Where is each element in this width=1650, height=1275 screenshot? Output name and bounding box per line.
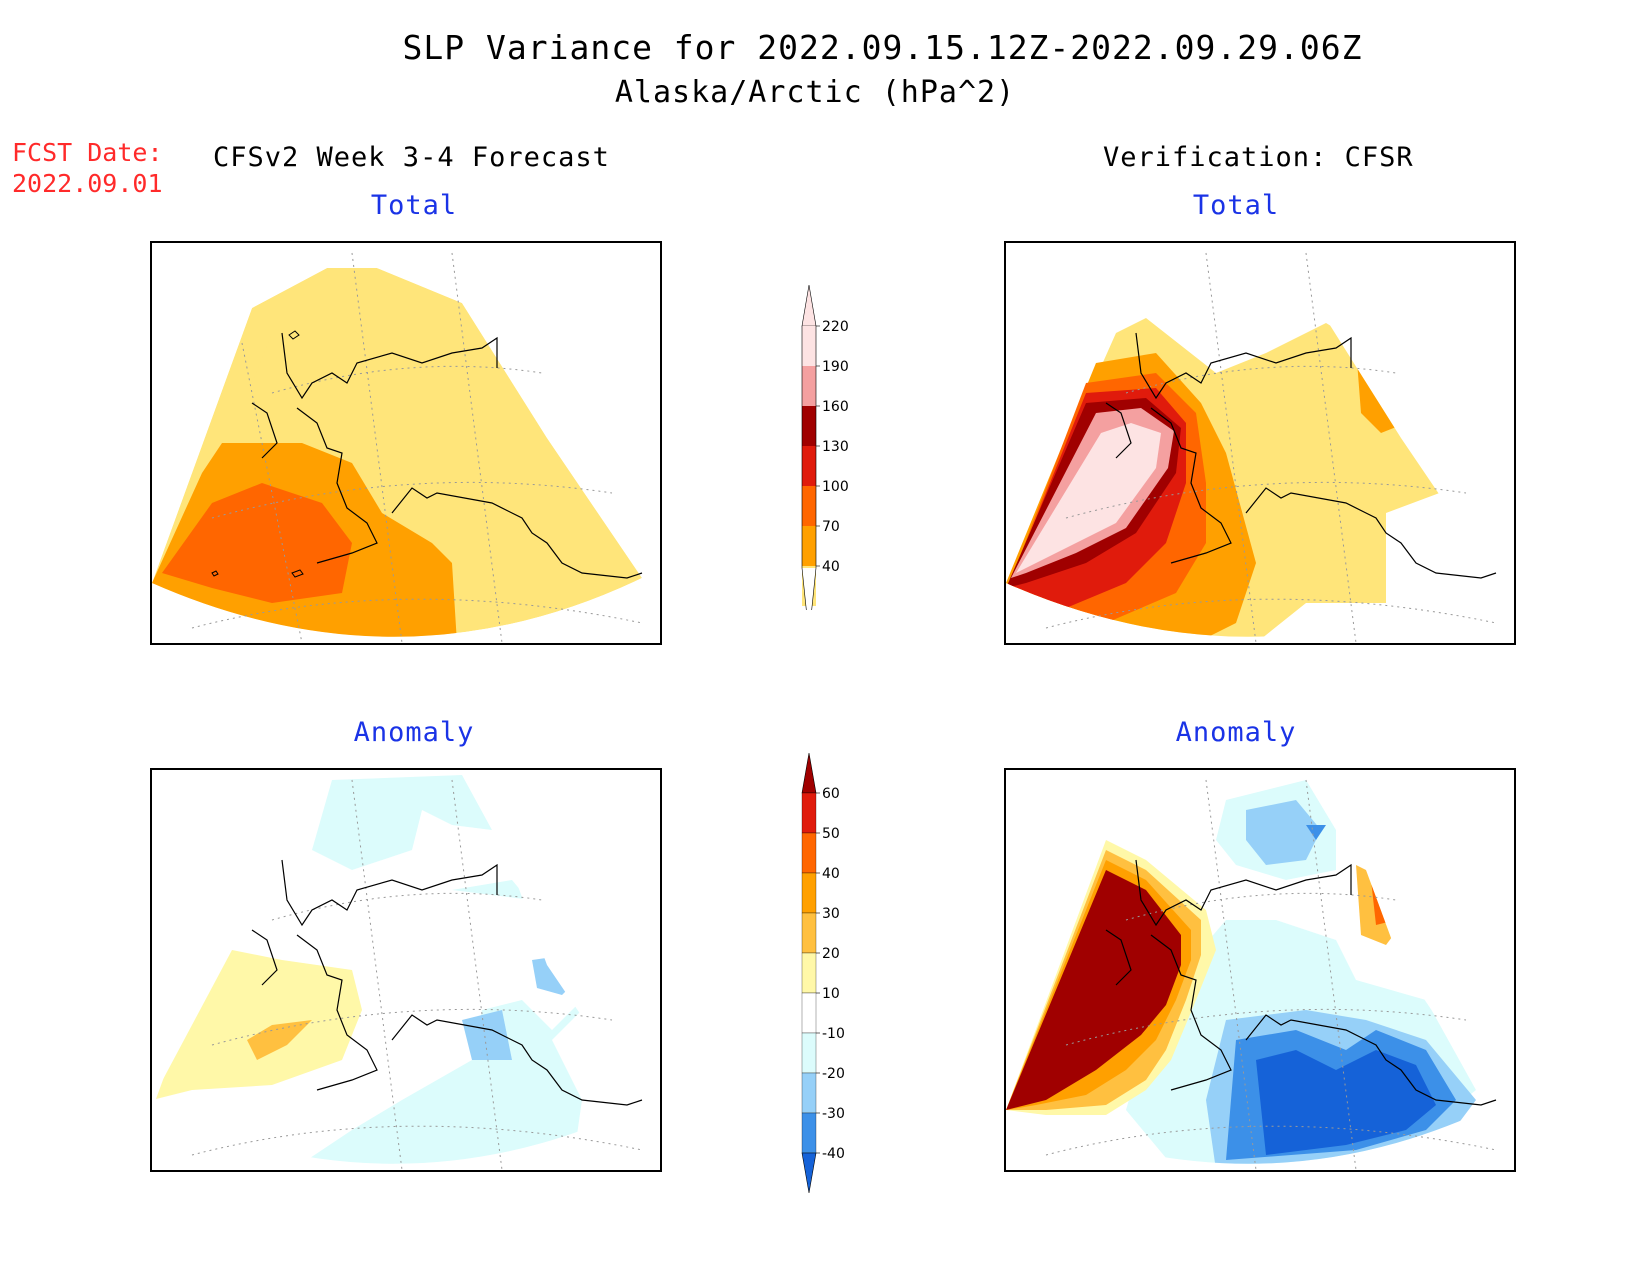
colorbar-swatch [802, 446, 816, 486]
anomaly-contour-60-plus [1006, 870, 1181, 1110]
colorbar-swatch [802, 406, 816, 446]
colorbar-swatch [801, 1032, 817, 1074]
colorbar-tick-label: 40 [822, 866, 840, 882]
colorbar-swatch [801, 832, 817, 874]
colorbar-tick-label: 220 [822, 319, 849, 335]
verification-total-map [1004, 241, 1516, 645]
colorbar-tick-label: -30 [822, 1106, 845, 1122]
colorbar-tick-label: -20 [822, 1066, 845, 1082]
colorbar-swatch [802, 486, 816, 526]
verification-anomaly-map [1004, 768, 1516, 1172]
colorbar-tick-label: 160 [822, 399, 849, 415]
colorbar-tick-label: 30 [822, 906, 840, 922]
coastline [251, 859, 643, 1106]
colorbar-swatch [801, 284, 817, 327]
figure-title: SLP Variance for 2022.09.15.12Z-2022.09.… [402, 28, 1363, 67]
colorbar-swatch [802, 326, 816, 366]
fcst-date-block: FCST Date: 2022.09.01 [12, 137, 163, 199]
forecast-total-map [150, 241, 662, 645]
figure-subtitle: Alaska/Arctic (hPa^2) [614, 75, 1016, 110]
anomaly-colorbar: 60 50 40 30 20 10 -10 -20 -30 -40 [801, 752, 845, 1194]
colorbar-swatch [801, 1072, 817, 1114]
colorbar-swatch [801, 1152, 817, 1194]
colorbar-tick-label: 20 [822, 946, 840, 962]
colorbar-swatch [801, 872, 817, 914]
anomaly-contour-minus30-minus40 [1256, 1050, 1436, 1155]
verification-heading: Verification: CFSR [1103, 142, 1414, 173]
colorbar-tick-label: 130 [822, 439, 849, 455]
total-colorbar: 220 190 160 130 100 70 40 [801, 284, 849, 610]
colorbar-tick-label: -10 [822, 1026, 845, 1042]
colorbar-swatch [801, 752, 817, 794]
anomaly-contour-10-20 [152, 950, 362, 1100]
fcst-date-value: 2022.09.01 [12, 169, 163, 198]
coastline [1105, 332, 1497, 579]
forecast-total-title: Total [370, 190, 458, 221]
forecast-anomaly-title: Anomaly [353, 717, 475, 748]
colorbar-tick-label: 100 [822, 479, 849, 495]
colorbar-swatch [801, 952, 817, 994]
anomaly-contour-minus10-minus20 [292, 880, 582, 1164]
colorbar-tick-label: 70 [822, 519, 840, 535]
colorbar-tick-label: 50 [822, 826, 840, 842]
colorbar-swatch [801, 912, 817, 954]
colorbar-swatch [802, 366, 816, 406]
coastline [1105, 859, 1497, 1106]
colorbar-swatch [802, 526, 816, 566]
colorbar-tick-label: 60 [822, 786, 840, 802]
colorbar-swatch [801, 1112, 817, 1154]
total-contour-220-plus [1016, 423, 1161, 573]
colorbar-tick-label: 40 [822, 559, 840, 575]
colorbar-tick-label: -40 [822, 1146, 845, 1162]
colorbar-tick-label: 190 [822, 359, 849, 375]
verification-total-title: Total [1192, 190, 1280, 221]
verification-anomaly-title: Anomaly [1175, 717, 1297, 748]
coastline [251, 332, 643, 579]
total-contour-100-130 [162, 483, 352, 603]
colorbar-swatch [801, 992, 817, 1034]
colorbar-tick-label: 10 [822, 986, 840, 1002]
forecast-heading: CFSv2 Week 3-4 Forecast [213, 142, 610, 173]
colorbar-swatch [801, 792, 817, 834]
forecast-anomaly-map [150, 768, 662, 1172]
fcst-date-label: FCST Date: [12, 138, 163, 167]
